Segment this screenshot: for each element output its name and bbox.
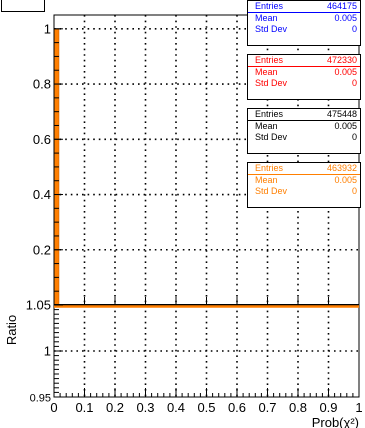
bottom-xtick-label: 0.2 xyxy=(106,400,124,415)
stats-box: Entries 472330 Mean 0.005 Std Dev 0 xyxy=(247,54,361,100)
stats-value: 0 xyxy=(351,24,357,34)
stats-row: Std Dev 0 xyxy=(255,186,357,197)
top-ytick-label: 0.4 xyxy=(33,187,51,202)
stats-row: Mean 0.005 xyxy=(255,13,357,24)
stats-label: Std Dev xyxy=(255,132,288,142)
stats-label: Entries xyxy=(255,55,284,65)
bottom-xtick-label: 1 xyxy=(355,400,362,415)
stats-label: Mean xyxy=(255,121,278,131)
stats-label: Entries xyxy=(255,163,284,173)
bottom-ytick-label: 1.05 xyxy=(26,298,51,313)
x-axis-title: Prob(χ²) xyxy=(312,415,359,428)
stats-row: Entries 475448 xyxy=(255,109,357,120)
stats-value: 0 xyxy=(351,132,357,142)
bottom-xtick-label: 0.5 xyxy=(197,400,215,415)
stats-row: Mean 0.005 xyxy=(255,121,357,132)
bottom-xtick-label: 0.1 xyxy=(75,400,93,415)
stats-box: Entries 475448 Mean 0.005 Std Dev 0 xyxy=(247,108,361,154)
stats-row: Entries 463932 xyxy=(255,163,357,174)
stats-label: Std Dev xyxy=(255,24,288,34)
top-ytick-label: 0.6 xyxy=(33,132,51,147)
bottom-xtick-label: 0 xyxy=(50,400,57,415)
top-ytick-label: 0.2 xyxy=(33,242,51,257)
stats-label: Std Dev xyxy=(255,186,288,196)
top-ytick-label: 1 xyxy=(44,21,51,36)
y-axis-title: Ratio xyxy=(4,315,19,345)
stats-box: Entries 463932 Mean 0.005 Std Dev 0 xyxy=(247,162,361,208)
stats-value: 0.005 xyxy=(334,121,357,131)
stats-row: Std Dev 0 xyxy=(255,24,357,35)
top-ytick-label: 0.8 xyxy=(33,77,51,92)
bottom-xtick-label: 0.6 xyxy=(228,400,246,415)
stats-value: 0.005 xyxy=(334,13,357,23)
stats-label: Mean xyxy=(255,175,278,185)
stats-separator xyxy=(248,174,360,175)
stats-row: Mean 0.005 xyxy=(255,175,357,186)
stats-label: Std Dev xyxy=(255,78,288,88)
bottom-xtick-label: 0.3 xyxy=(136,400,154,415)
stats-label: Entries xyxy=(255,1,284,11)
stats-label: Entries xyxy=(255,109,284,119)
bottom-xtick-label: 0.8 xyxy=(289,400,307,415)
stats-row: Mean 0.005 xyxy=(255,67,357,78)
stats-label: Mean xyxy=(255,67,278,77)
stats-value: 0.005 xyxy=(334,67,357,77)
bottom-xtick-label: 0.7 xyxy=(258,400,276,415)
bottom-ytick-label: 0.95 xyxy=(30,393,51,405)
stats-value: 0 xyxy=(351,186,357,196)
bottom-xtick-label: 0.4 xyxy=(167,400,185,415)
bottom-xtick-label: 0.9 xyxy=(319,400,337,415)
title-box xyxy=(1,0,45,12)
stats-separator xyxy=(248,12,360,13)
stats-value: 472330 xyxy=(326,55,357,65)
stats-value: 464175 xyxy=(326,1,357,11)
stats-row: Std Dev 0 xyxy=(255,132,357,143)
stats-value: 0.005 xyxy=(334,175,357,185)
stats-box: Entries 464175 Mean 0.005 Std Dev 0 xyxy=(247,0,361,46)
stats-separator xyxy=(248,120,360,121)
stats-value: 463932 xyxy=(326,163,357,173)
stats-row: Entries 472330 xyxy=(255,55,357,66)
stats-label: Mean xyxy=(255,13,278,23)
stats-row: Std Dev 0 xyxy=(255,78,357,89)
stats-value: 0 xyxy=(351,78,357,88)
stats-value: 475448 xyxy=(326,109,357,119)
stats-separator xyxy=(248,66,360,67)
bottom-ytick-label: 1 xyxy=(44,344,51,359)
stats-row: Entries 464175 xyxy=(255,1,357,12)
